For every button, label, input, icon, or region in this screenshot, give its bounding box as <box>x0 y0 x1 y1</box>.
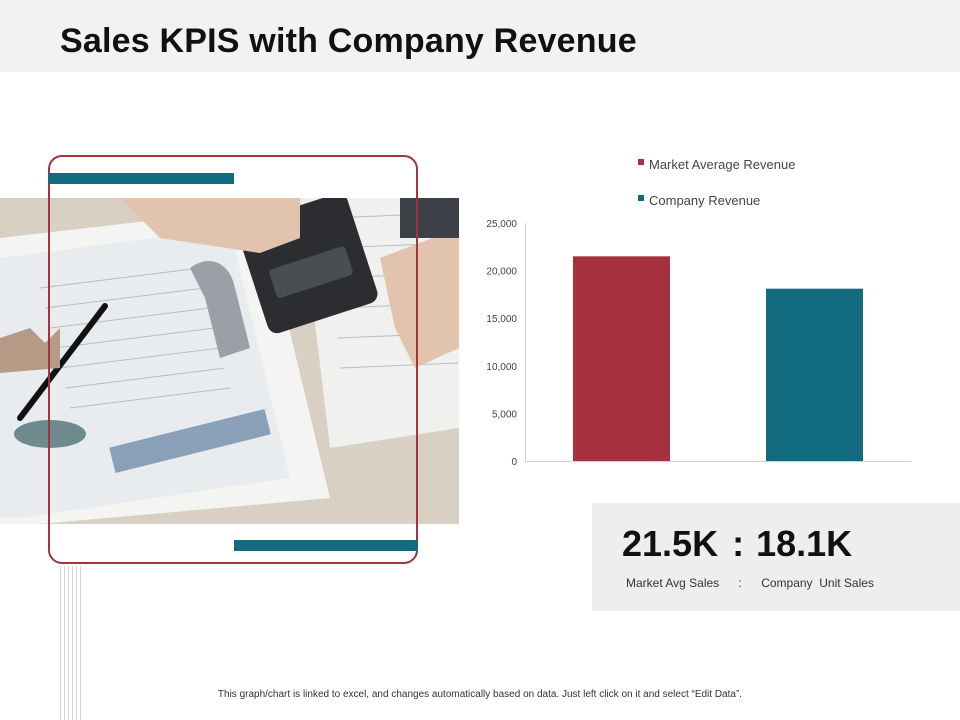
kpi-values: 21.5K : 18.1K <box>622 523 852 565</box>
y-tick-label: 15,000 <box>486 314 517 325</box>
y-tick-label: 20,000 <box>486 267 517 278</box>
bars-group <box>573 256 863 461</box>
revenue-bar-chart: Market Average Revenue Company Revenue 2… <box>486 157 911 468</box>
photo-frame <box>48 155 418 564</box>
y-tick-label: 5,000 <box>492 409 517 420</box>
legend-label-company: Company Revenue <box>649 193 760 208</box>
header-band <box>0 0 960 72</box>
accent-bar-bottom <box>234 540 418 551</box>
kpi-market-value: 21.5K <box>622 523 719 564</box>
decorative-lines <box>60 566 84 720</box>
bar-market-average-revenue <box>573 256 670 461</box>
footer-note: This graph/chart is linked to excel, and… <box>217 689 743 700</box>
legend-swatch-company <box>638 195 644 201</box>
y-tick-label: 25,000 <box>486 219 517 230</box>
chart-legend: Market Average Revenue Company Revenue <box>638 157 795 208</box>
kpi-value-separator: : <box>732 523 745 564</box>
kpi-company-value: 18.1K <box>756 523 853 564</box>
kpi-market-label: Market Avg Sales <box>626 576 720 590</box>
accent-bar-top <box>48 173 234 184</box>
page-title: Sales KPIS with Company Revenue <box>60 22 637 60</box>
legend-swatch-market <box>638 159 644 165</box>
kpi-labels: Market Avg Sales : Company Unit Sales <box>626 576 874 590</box>
bar-company-revenue <box>766 288 863 461</box>
legend-label-market: Market Average Revenue <box>649 157 795 172</box>
y-axis-ticks: 25,000 20,000 15,000 10,000 5,000 0 <box>486 219 517 468</box>
kpi-label-separator: : <box>738 576 742 590</box>
y-tick-label: 10,000 <box>486 362 517 373</box>
business-plan-photo <box>0 198 459 524</box>
kpi-summary-box: 21.5K : 18.1K Market Avg Sales : Company… <box>592 503 960 611</box>
y-tick-label: 0 <box>511 457 517 468</box>
kpi-company-label: Company Unit Sales <box>761 576 874 590</box>
photo-illustration <box>0 198 459 524</box>
